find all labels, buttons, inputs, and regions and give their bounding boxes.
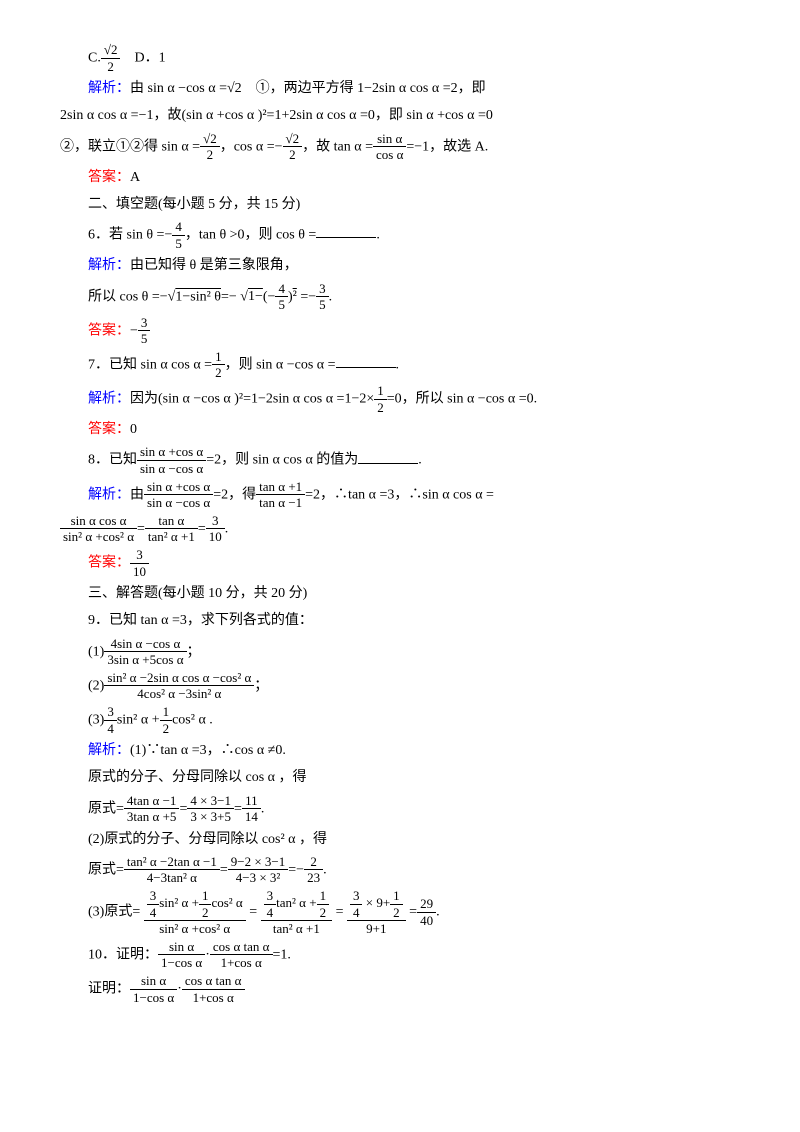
q8-answer: 答案：310 <box>60 547 740 579</box>
q6-answer: 答案：−35 <box>60 315 740 347</box>
q9-jiexi-3: 原式=4tan α −13tan α +5=4 × 3−13 × 3+5=111… <box>60 793 740 825</box>
q5-answer: 答案：A <box>60 165 740 190</box>
q6-stem: 6．若 sin θ =−45，tan θ >0，则 cos θ =. <box>60 219 740 251</box>
q9-jiexi-4: (2)原式的分子、分母同除以 cos² α ，得 <box>60 827 740 852</box>
q9-stem: 9．已知 tan α =3，求下列各式的值： <box>60 608 740 633</box>
q7-stem: 7．已知 sin α cos α =12，则 sin α −cos α =. <box>60 349 740 381</box>
q9-jiexi-6: (3)原式= 34sin² α +12cos² α sin² α +cos² α… <box>60 888 740 937</box>
q10-proof: 证明：sin α1−cos α·cos α tan α1+cos α <box>60 973 740 1005</box>
q9-part3: (3)34sin² α +12cos² α . <box>60 704 740 736</box>
q8-stem: 8．已知sin α +cos αsin α −cos α=2，则 sin α c… <box>60 444 740 476</box>
q7-answer: 答案：0 <box>60 417 740 442</box>
q8-jiexi-2: sin α cos αsin² α +cos² α=tan αtan² α +1… <box>60 513 740 545</box>
q9-jiexi-5: 原式=tan² α −2tan α −14−3tan² α=9−2 × 3−14… <box>60 854 740 886</box>
q5-jiexi-1: 解析：由 sin α −cos α =√2 ①，两边平方得 1−2sin α c… <box>60 76 740 101</box>
section2-heading: 二、填空题(每小题 5 分，共 15 分) <box>60 192 740 217</box>
q5-jiexi-3: ②，联立①②得 sin α =√22，cos α =−√22，故 tan α =… <box>60 131 740 163</box>
q8-jiexi-1: 解析：由sin α +cos αsin α −cos α=2，得tan α +1… <box>60 479 740 511</box>
q6-jiexi-2: 所以 cos θ =−√1−sin² θ=− √1−(−45)² =−35. <box>60 281 740 313</box>
q10-stem: 10．证明：sin α1−cos α·cos α tan α1+cos α=1. <box>60 939 740 971</box>
q9-jiexi-1: 解析：(1)∵tan α =3，∴cos α ≠0. <box>60 738 740 763</box>
section3-heading: 三、解答题(每小题 10 分，共 20 分) <box>60 581 740 606</box>
q9-jiexi-2: 原式的分子、分母同除以 cos α ，得 <box>60 765 740 790</box>
q9-part1: (1)4sin α −cos α3sin α +5cos α； <box>60 636 740 668</box>
q7-jiexi: 解析：因为(sin α −cos α )²=1−2sin α cos α =1−… <box>60 383 740 415</box>
q5-option-c: C.√22 D．1 <box>60 42 740 74</box>
q6-jiexi-1: 解析：由已知得 θ 是第三象限角， <box>60 253 740 278</box>
q5-jiexi-2: 2sin α cos α =−1，故(sin α +cos α )²=1+2si… <box>60 103 740 128</box>
q9-part2: (2)sin² α −2sin α cos α −cos² α4cos² α −… <box>60 670 740 702</box>
